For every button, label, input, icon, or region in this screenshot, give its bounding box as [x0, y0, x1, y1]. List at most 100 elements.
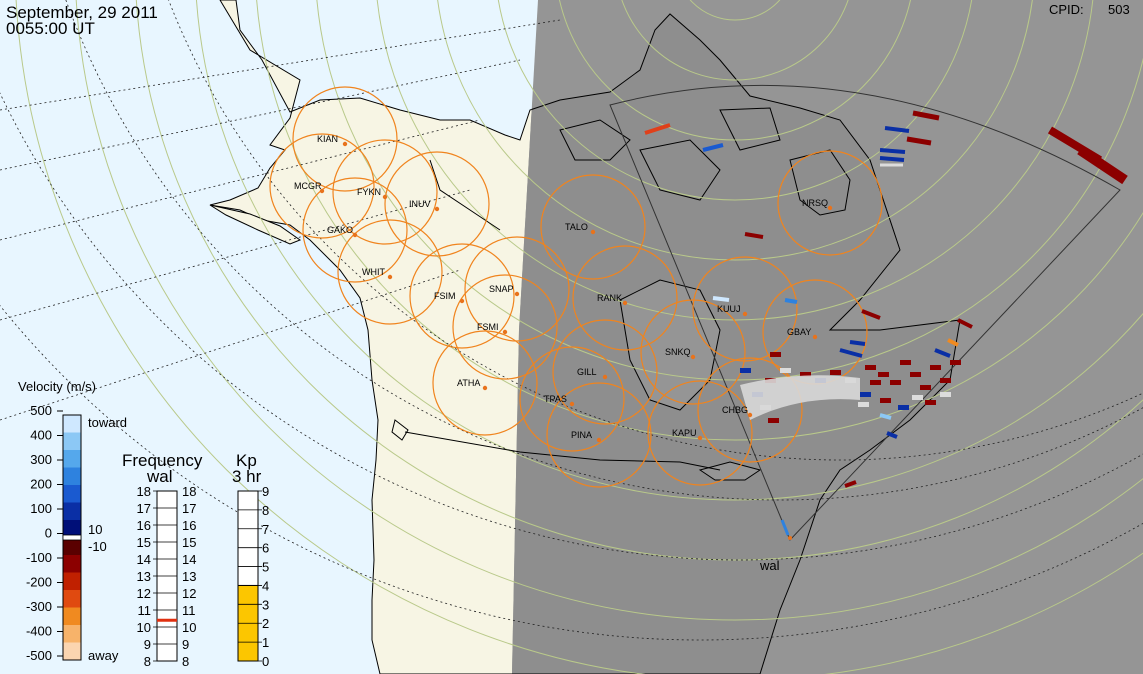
- velocity-vector: [839, 348, 863, 358]
- velocity-vector: [886, 431, 898, 439]
- velocity-vector: [800, 372, 811, 377]
- velocity-color-segment: [63, 520, 81, 538]
- frequency-tick-right: 15: [182, 535, 196, 550]
- land-island: [391, 419, 409, 441]
- frequency-tick-left: 11: [138, 603, 152, 618]
- station-label: SNKQ: [665, 347, 691, 357]
- station-marker: [747, 412, 753, 418]
- velocity-vector: [849, 340, 866, 346]
- station-label: SNAP: [489, 284, 514, 294]
- frequency-title: Frequency: [122, 451, 203, 470]
- station-fov-circle: [292, 86, 398, 192]
- station-fov-circle: [540, 174, 646, 280]
- station-marker: [590, 229, 596, 235]
- latitude-circle: [256, 0, 1143, 441]
- frequency-tick-right: 8: [182, 654, 189, 669]
- station-fov-circle: [269, 133, 375, 239]
- kp-tick: 9: [262, 484, 269, 499]
- velocity-threshold-neg: -10: [88, 539, 107, 554]
- station-fov-circle: [464, 236, 570, 342]
- velocity-tick: -200: [26, 575, 52, 590]
- station-fov-circle: [572, 245, 678, 351]
- velocity-vector: [744, 232, 764, 239]
- velocity-color-segment: [63, 590, 81, 608]
- station-label: FSIM: [434, 291, 456, 301]
- velocity-vector: [860, 392, 871, 397]
- station-marker: [482, 385, 488, 391]
- station-marker: [387, 274, 393, 280]
- velocity-color-segment: [63, 625, 81, 643]
- velocity-tick: 500: [30, 403, 52, 418]
- velocity-tick: -400: [26, 624, 52, 639]
- velocity-tick: 100: [30, 501, 52, 516]
- station-fov-circle: [519, 346, 625, 452]
- header-time: 0055:00 UT: [6, 19, 95, 38]
- velocity-vector: [900, 360, 911, 365]
- velocity-vectors: [644, 110, 1128, 536]
- station-marker: [812, 334, 818, 340]
- velocity-vector: [780, 519, 790, 536]
- velocity-tick: 200: [30, 477, 52, 492]
- station-label: MCGR: [294, 181, 322, 191]
- velocity-vector: [912, 395, 923, 400]
- station-fov-circle: [337, 219, 443, 325]
- velocity-tick: -300: [26, 599, 52, 614]
- velocity-vector: [906, 136, 932, 146]
- frequency-tick-right: 11: [182, 603, 196, 618]
- velocity-vector: [880, 398, 891, 403]
- station-label: FSMI: [477, 322, 499, 332]
- latitude-circle: [195, 0, 1143, 501]
- velocity-vector: [768, 418, 779, 423]
- kp-tick: 4: [262, 578, 269, 593]
- kp-tick: 0: [262, 654, 269, 669]
- station-marker: [569, 401, 575, 407]
- frequency-tick-right: 13: [182, 569, 196, 584]
- station-label: KUUJ: [717, 304, 741, 314]
- velocity-vector: [1077, 145, 1128, 185]
- kp-tick: 7: [262, 522, 269, 537]
- velocity-vector: [784, 298, 798, 304]
- velocity-tick: 400: [30, 428, 52, 443]
- velocity-vector: [940, 378, 951, 383]
- velocity-toward-label: toward: [88, 415, 127, 430]
- velocity-vector: [770, 352, 781, 357]
- station-labels: KIAN MCGR FYKN INUV GAKO WHIT FSIM SNAP FSMI ATHA…: [294, 134, 833, 443]
- station-label: GILL: [577, 367, 597, 377]
- velocity-color-segment: [63, 607, 81, 626]
- station-marker: [382, 194, 388, 200]
- frequency-radar: wal: [146, 467, 173, 486]
- ground-scatter: [740, 375, 860, 420]
- velocity-tick: -500: [26, 648, 52, 663]
- velocity-vector: [925, 400, 936, 405]
- latitude-circle: [135, 0, 1143, 561]
- velocity-vector: [865, 365, 876, 370]
- wal-site-marker: [788, 536, 792, 540]
- kp-tick: 3: [262, 597, 269, 612]
- latitude-circle: [316, 0, 1143, 381]
- latitude-circle: [437, 0, 1033, 261]
- radar-site-label: wal: [759, 558, 780, 573]
- longitude-lines: [0, 0, 1143, 641]
- frequency-tick-left: 8: [144, 654, 151, 669]
- station-fov-circle: [332, 139, 438, 245]
- velocity-color-segment: [63, 537, 81, 556]
- latitude-circle: [376, 0, 1094, 321]
- velocity-tick: 0: [45, 526, 52, 541]
- velocity-vector: [934, 348, 951, 358]
- velocity-threshold-pos: 10: [88, 522, 102, 537]
- velocity-vector: [930, 365, 941, 370]
- station-marker: [342, 141, 348, 147]
- station-marker: [602, 374, 608, 380]
- frequency-tick-left: 18: [137, 484, 151, 499]
- station-marker: [319, 188, 325, 194]
- velocity-color-segment: [63, 642, 81, 661]
- frequency-scale: Frequency wal 18 18 17 17 16 16 15 15 14 14 13 13 12…: [122, 451, 203, 669]
- velocity-vector: [898, 405, 909, 410]
- latitude-circle: [497, 0, 973, 201]
- frequency-tick-left: 16: [137, 518, 151, 533]
- station-label: GBAY: [787, 327, 811, 337]
- station-label: INUV: [409, 199, 431, 209]
- frequency-tick-right: 10: [182, 620, 196, 635]
- station-label: KAPU: [672, 428, 697, 438]
